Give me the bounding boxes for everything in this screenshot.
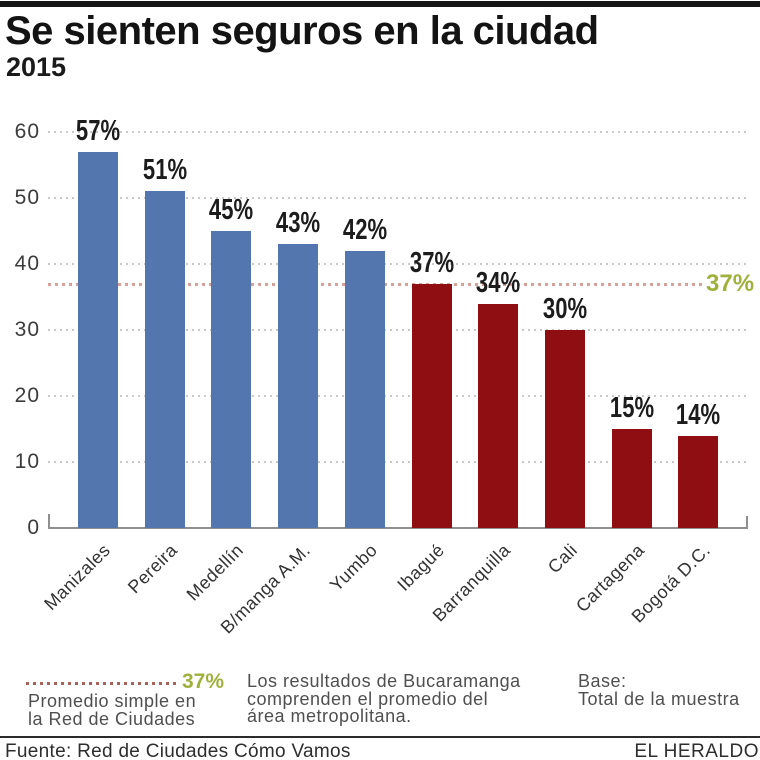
y-tick-label-10: 10 (14, 450, 40, 473)
x-tick-label-cali: Cali (543, 540, 582, 578)
average-line-swatch (26, 682, 178, 685)
value-label-barranquilla: 34% (476, 266, 521, 299)
x-tick-label-medellin: Medellín (183, 540, 248, 605)
y-tick-label-40: 40 (14, 252, 40, 275)
gridline-60 (48, 131, 748, 133)
publisher-brand: EL HERALDO (634, 741, 759, 760)
gridline-20 (48, 395, 748, 397)
bar-cartagena (611, 429, 652, 528)
legend-note: Los resultados de Bucaramanga comprenden… (247, 671, 521, 726)
bar-manizales (78, 151, 118, 528)
legend-average-desc: Promedio simple en la Red de Ciudades (28, 692, 196, 728)
x-tick-label-cartagena: Cartagena (571, 540, 648, 617)
gridline-10 (48, 461, 748, 463)
bar-barranquilla (478, 303, 519, 528)
footer-rule (0, 736, 760, 738)
y-tick-label-30: 30 (14, 318, 40, 341)
bar-ibague (411, 283, 452, 528)
bar-b-manga-a-m (278, 244, 319, 528)
x-tick-label-bogota-d-c: Bogotá D.C. (627, 540, 715, 627)
y-tick-label-60: 60 (14, 120, 40, 143)
x-tick-label-barranquilla: Barranquilla (428, 540, 515, 626)
legend-average-desc-line2: la Red de Ciudades (28, 709, 196, 729)
legend-note-line2: comprenden el promedio del (247, 688, 489, 709)
x-tick-label-b-manga-a-m: B/manga A.M. (216, 540, 315, 638)
x-axis-right-tick (746, 516, 748, 528)
legend-average-value: 37% (182, 670, 225, 693)
y-tick-label-20: 20 (14, 384, 40, 407)
legend-note-line1: Los resultados de Bucaramanga (247, 671, 521, 691)
value-label-manizales: 57% (75, 114, 121, 147)
bar-yumbo (344, 250, 385, 528)
x-tick-label-yumbo: Yumbo (325, 540, 381, 596)
x-axis-left-tick (48, 514, 50, 528)
legend-base-line1: Base: (578, 671, 627, 691)
chart-subtitle: 2015 (6, 52, 67, 82)
legend-base-line2: Total de la muestra (578, 688, 740, 709)
x-tick-label-ibague: Ibagué (392, 540, 448, 595)
gridline-50 (48, 197, 748, 199)
y-tick-label-0: 0 (27, 516, 40, 539)
y-tick-label-50: 50 (14, 186, 40, 209)
bar-chart: 37% 57% Manizales 51% Pereira 45% Medellín 43% B… (0, 115, 760, 638)
legend-note-line3: área metropolitana. (247, 706, 412, 726)
average-value-label: 37% (706, 269, 755, 297)
legend-base: Base: Total de la muestra (578, 671, 740, 709)
chart-title: Se sienten seguros en la ciudad (5, 9, 599, 53)
gridline-40 (48, 263, 748, 265)
gridline-30 (48, 329, 748, 331)
x-axis-line (48, 527, 748, 529)
value-label-bogota-d-c: 14% (676, 398, 721, 431)
plot-area: 37% 57% Manizales 51% Pereira 45% Medellín 43% B… (40, 115, 754, 638)
value-label-cartagena: 15% (609, 392, 654, 424)
top-rule (0, 1, 760, 7)
value-label-medellin: 45% (209, 194, 254, 226)
value-label-ibague: 37% (409, 246, 454, 279)
value-label-pereira: 51% (142, 154, 187, 187)
x-tick-label-pereira: Pereira (123, 540, 181, 598)
value-label-b-manga-a-m: 43% (276, 207, 321, 240)
legend: 37% Promedio simple en la Red de Ciudade… (0, 668, 760, 734)
value-label-yumbo: 42% (342, 213, 387, 246)
legend-average-desc-line1: Promedio simple en (28, 691, 197, 711)
bar-cali (544, 330, 585, 528)
bar-bogota-d-c (678, 435, 719, 528)
bar-medellin (211, 231, 252, 528)
source-credit: Fuente: Red de Ciudades Cómo Vamos (5, 741, 351, 760)
bar-pereira (144, 191, 185, 528)
value-label-cali: 30% (542, 293, 587, 325)
